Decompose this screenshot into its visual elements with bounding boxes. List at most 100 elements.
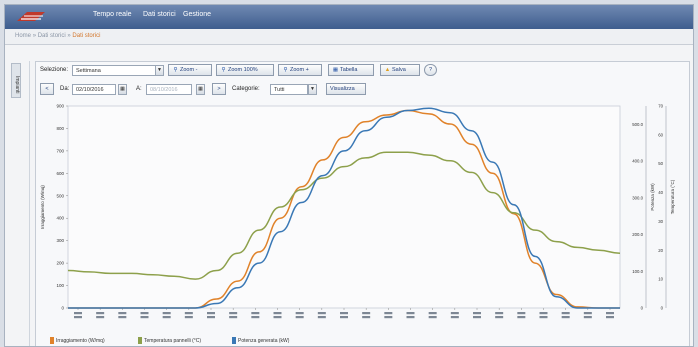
x-tick-label <box>317 316 326 319</box>
y-tick-label: 500 <box>56 193 64 198</box>
legend-item-temperature[interactable]: Temperatura pannelli (°C) <box>138 337 201 344</box>
to-label: A: <box>136 86 142 92</box>
zoom-in-label: Zoom - <box>180 67 198 73</box>
y3-tick-label: 20 <box>658 248 663 253</box>
next-period-button[interactable]: > <box>212 83 226 95</box>
menu-item-gestione[interactable]: Gestione <box>183 11 212 18</box>
from-label: Da: <box>60 86 70 92</box>
table-label: Tabella <box>340 67 358 73</box>
breadcrumb-separator: » <box>67 33 73 39</box>
legend-item-power[interactable]: Potenza generata (kW) <box>232 337 289 344</box>
visualizza-button[interactable]: Visualizza <box>326 83 366 95</box>
x-tick-label <box>384 312 393 315</box>
x-tick-label <box>273 312 282 315</box>
breadcrumb: Home » Dati storici » Dati storici <box>5 29 693 45</box>
y-tick-label: 700 <box>56 148 64 153</box>
sidebar-tab-impianti[interactable]: Impianti <box>11 63 21 98</box>
x-tick-label <box>539 316 548 319</box>
y2-tick-label: 200.0 <box>632 232 643 237</box>
x-tick-label <box>74 316 82 319</box>
table-icon: ▦ <box>332 67 339 73</box>
from-date-input[interactable]: 02/10/2016 <box>72 84 116 95</box>
series-line-power <box>67 107 620 309</box>
y-tick-label: 200 <box>56 261 64 266</box>
y3-tick-label: 40 <box>658 190 663 195</box>
x-tick-label <box>229 316 238 319</box>
x-tick-label <box>406 312 415 315</box>
y-tick-label: 600 <box>56 171 64 176</box>
save-button[interactable]: ▲ Salva <box>380 64 420 76</box>
x-tick-label <box>406 316 415 319</box>
legend-item-irradiance[interactable]: Irraggiamento (W/mq) <box>50 337 105 344</box>
left-axis: 0 100 200 300 400 500 600 700 800 900 <box>56 104 68 311</box>
x-tick-label <box>273 316 282 319</box>
chevron-down-icon[interactable]: ▼ <box>155 65 164 76</box>
y-tick-label: 400 <box>56 216 64 221</box>
breadcrumb-home[interactable]: Home <box>15 33 32 39</box>
previous-period-button[interactable]: < <box>40 83 54 95</box>
right-axis-title-power: Potenza (kW) <box>650 183 655 211</box>
y-tick-label: 800 <box>56 126 64 131</box>
x-tick-label <box>517 312 526 315</box>
x-tick-label <box>162 312 171 315</box>
zoom-in-button[interactable]: ⚲ Zoom - <box>168 64 212 76</box>
calendar-icon[interactable]: ▦ <box>196 84 205 95</box>
x-tick-label <box>295 316 304 319</box>
x-tick-label <box>362 312 371 315</box>
selection-label: Selezione: <box>40 67 69 73</box>
x-tick-label <box>606 316 614 319</box>
x-tick-label <box>583 312 592 315</box>
x-tick-label <box>450 312 459 315</box>
x-tick-label <box>118 312 127 315</box>
x-tick-label <box>539 312 548 315</box>
x-tick-label <box>384 316 393 319</box>
magnifier-icon: ⚲ <box>173 67 178 73</box>
y3-tick-label: 70 <box>658 104 663 109</box>
legend-swatch <box>50 337 54 344</box>
y2-tick-label: 300.0 <box>632 195 643 200</box>
x-tick-label <box>606 312 614 315</box>
category-dropdown[interactable]: Tutti <box>270 84 308 95</box>
breadcrumb-separator: » <box>32 33 38 39</box>
legend-swatch <box>138 337 142 344</box>
zoom-100-button[interactable]: ⚲ Zoom 100% <box>216 64 274 76</box>
table-button[interactable]: ▦ Tabella <box>328 64 374 76</box>
calendar-icon[interactable]: ▦ <box>118 84 127 95</box>
x-tick-label <box>207 312 215 315</box>
magnifier-icon: ⚲ <box>221 67 226 73</box>
zoom-out-button[interactable]: ⚲ Zoom + <box>278 64 322 76</box>
chevron-down-icon[interactable]: ▼ <box>308 84 317 95</box>
y-tick-label: 300 <box>56 238 64 243</box>
x-tick-label <box>118 316 127 319</box>
x-tick-label <box>229 312 238 315</box>
to-date-input[interactable]: 08/10/2016 <box>146 84 192 95</box>
x-tick-label <box>251 316 260 319</box>
breadcrumb-current: Dati storici <box>72 33 101 39</box>
menu-item-tempo-reale[interactable]: Tempo reale <box>93 11 132 18</box>
brand-logo-icon <box>17 12 45 21</box>
help-icon[interactable]: ? <box>424 64 437 76</box>
x-tick-label <box>184 312 193 315</box>
y3-tick-label: 60 <box>658 132 663 137</box>
x-tick-label <box>428 312 437 315</box>
x-tick-label <box>450 316 459 319</box>
top-navigation-bar: Tempo reale Dati storici Gestione <box>5 5 693 29</box>
x-tick-label <box>140 316 149 319</box>
x-tick-label <box>517 316 526 319</box>
x-tick-label <box>473 316 481 319</box>
y3-tick-label: 30 <box>658 219 663 224</box>
magnifier-icon: ⚲ <box>283 67 288 73</box>
y-tick-label: 900 <box>56 104 64 109</box>
y2-tick-label: 500.0 <box>632 122 643 127</box>
left-axis-title: Irraggiamento (W/mq) <box>40 185 45 229</box>
x-tick-label <box>362 316 371 319</box>
menu-item-dati-storici[interactable]: Dati storici <box>143 11 176 18</box>
x-axis <box>74 308 614 319</box>
selection-dropdown[interactable]: Settimana <box>72 65 156 76</box>
legend-label: Potenza generata (kW) <box>238 337 290 344</box>
breadcrumb-dati-storici[interactable]: Dati storici <box>37 33 66 39</box>
y-tick-label: 100 <box>56 283 64 288</box>
x-tick-label <box>561 316 570 319</box>
x-tick-label <box>96 312 105 315</box>
zoom-100-label: Zoom 100% <box>228 67 258 73</box>
